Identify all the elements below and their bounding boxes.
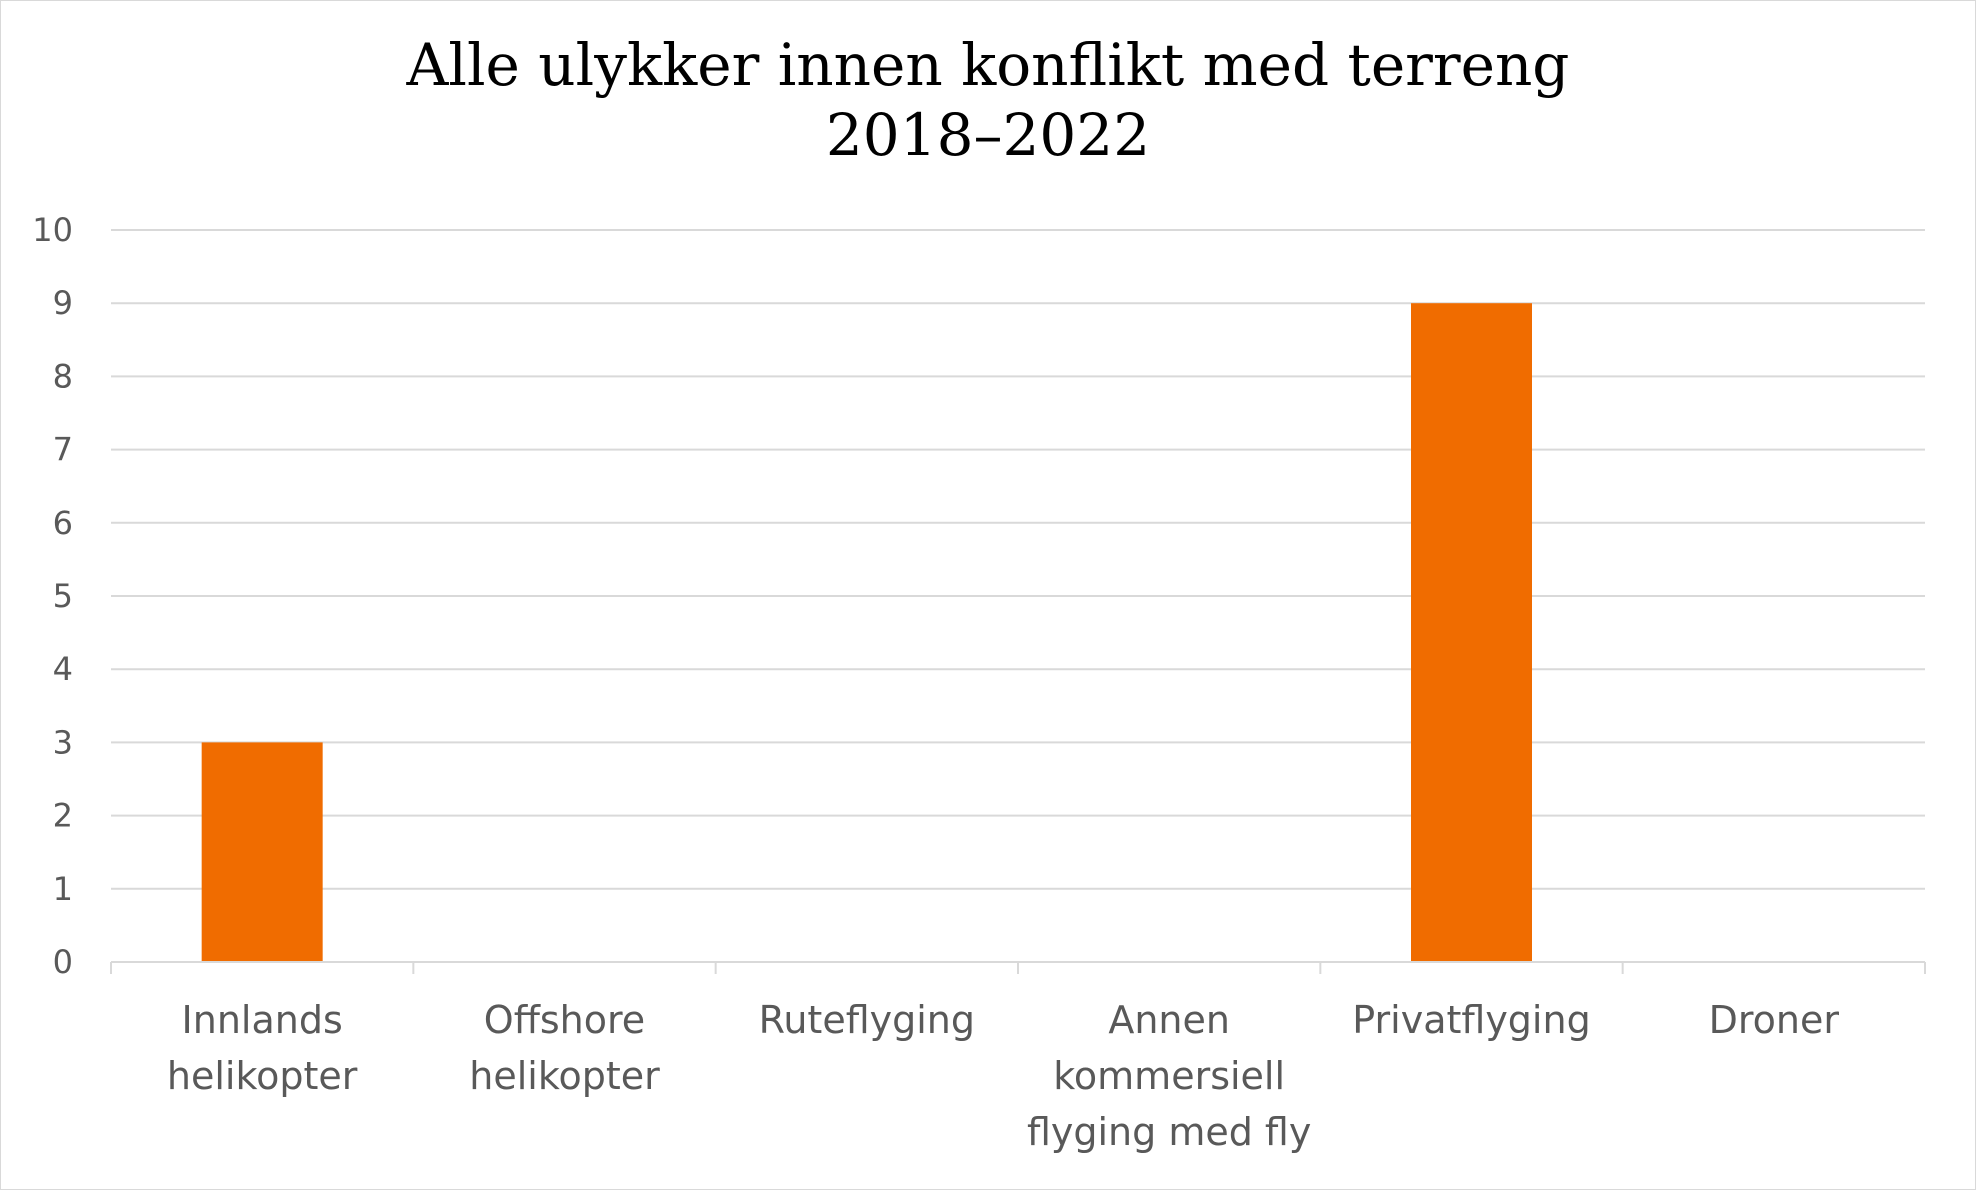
x-category-label: flyging med fly	[1027, 1110, 1311, 1154]
chart-title-line-2: 2018–2022	[825, 101, 1151, 169]
bar	[1411, 303, 1532, 962]
chart-title-line-1: Alle ulykker innen konflikt med terreng	[406, 31, 1570, 99]
gridlines	[111, 229, 1925, 963]
bar	[201, 742, 323, 962]
y-tick-label: 6	[53, 504, 73, 542]
x-category-label: kommersiell	[1053, 1054, 1285, 1098]
y-tick-label: 4	[53, 650, 73, 688]
y-tick-label: 1	[53, 870, 73, 908]
y-tick-label: 0	[53, 943, 73, 981]
x-category-label: helikopter	[167, 1054, 358, 1098]
x-category-label: Innlands	[182, 998, 343, 1042]
y-tick-label: 8	[53, 357, 73, 395]
x-category-labels: Innlands helikopter Offshore helikopter Rute…	[167, 998, 1839, 1154]
x-category-label: Droner	[1709, 998, 1840, 1042]
x-category-label: Ruteflyging	[759, 998, 975, 1042]
y-tick-label: 3	[53, 723, 73, 761]
y-tick-label: 10	[32, 211, 73, 249]
y-tick-label: 9	[53, 284, 73, 322]
chart-title: Alle ulykker innen konflikt med terreng …	[0, 30, 1976, 170]
y-tick-label: 7	[53, 431, 73, 469]
x-category-label: Annen	[1108, 998, 1230, 1042]
y-tick-label: 2	[53, 797, 73, 835]
x-category-label: Privatflyging	[1352, 998, 1590, 1042]
y-tick-label: 5	[53, 577, 73, 615]
x-category-label: helikopter	[469, 1054, 660, 1098]
bars	[201, 303, 1532, 962]
x-category-label: Offshore	[484, 998, 645, 1042]
x-axis	[110, 961, 1926, 974]
y-tick-labels: 0 1 2 3 4 5 6 7 8 9 10	[32, 211, 73, 981]
